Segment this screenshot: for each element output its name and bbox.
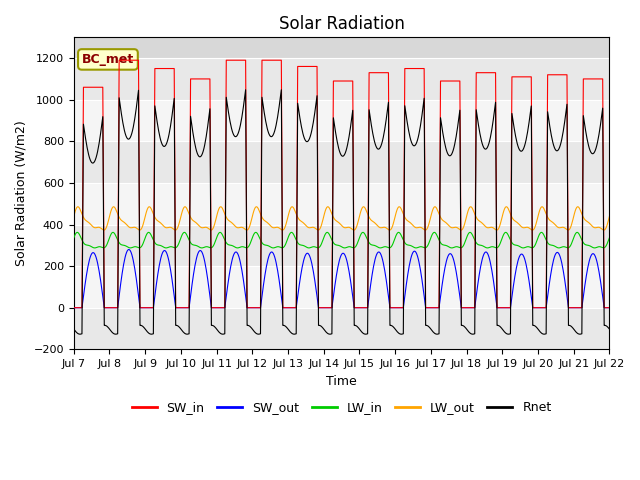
SW_out <box>557 257 565 263</box>
Line: LW_in: LW_in <box>74 232 609 248</box>
SW_out <box>188 282 196 288</box>
LW_in <box>387 244 394 250</box>
Rnet <box>242 87 250 93</box>
LW_in <box>70 235 77 240</box>
LW_out <box>385 227 393 233</box>
LW_in <box>334 242 342 248</box>
LW_in <box>211 239 219 245</box>
LW_out <box>333 218 341 224</box>
LW_in <box>359 229 367 235</box>
LW_in <box>558 244 566 250</box>
Rnet <box>334 142 342 148</box>
LW_out <box>557 225 565 230</box>
Rnet <box>439 130 447 135</box>
Bar <box>74 58 609 100</box>
Bar <box>74 183 609 225</box>
Line: SW_out: SW_out <box>74 250 609 308</box>
Bar <box>74 308 609 349</box>
Text: BC_met: BC_met <box>82 53 134 66</box>
Bar <box>74 100 609 141</box>
SW_in <box>386 305 394 311</box>
LW_out <box>574 204 582 210</box>
SW_in <box>439 78 447 84</box>
LW_in <box>188 241 196 247</box>
Legend: SW_in, SW_out, LW_in, LW_out, Rnet: SW_in, SW_out, LW_in, LW_out, Rnet <box>127 396 557 419</box>
LW_out <box>605 214 613 219</box>
Rnet <box>386 323 394 328</box>
Bar <box>74 266 609 308</box>
SW_in <box>605 305 613 311</box>
SW_in <box>70 305 77 311</box>
Bar <box>74 141 609 183</box>
X-axis label: Time: Time <box>326 374 357 387</box>
Rnet <box>70 326 77 332</box>
Bar <box>74 225 609 266</box>
LW_out <box>211 222 218 228</box>
SW_in <box>557 72 565 78</box>
SW_in <box>116 57 124 63</box>
SW_in <box>334 78 342 84</box>
LW_out <box>458 227 465 233</box>
LW_out <box>70 214 77 219</box>
Line: SW_in: SW_in <box>74 60 609 308</box>
Rnet <box>211 324 218 329</box>
SW_out <box>386 305 394 311</box>
SW_out <box>125 247 132 252</box>
SW_in <box>211 305 219 311</box>
LW_out <box>438 216 446 222</box>
SW_out <box>605 305 613 311</box>
Y-axis label: Solar Radiation (W/m2): Solar Radiation (W/m2) <box>15 120 28 266</box>
SW_out <box>211 305 219 311</box>
Line: Rnet: Rnet <box>74 90 609 334</box>
Rnet <box>558 136 566 142</box>
LW_out <box>188 216 195 221</box>
SW_out <box>334 264 342 270</box>
Rnet <box>605 326 613 332</box>
SW_in <box>188 76 196 82</box>
Title: Solar Radiation: Solar Radiation <box>278 15 404 33</box>
SW_out <box>70 305 77 311</box>
SW_out <box>439 278 447 284</box>
LW_in <box>605 235 613 240</box>
Rnet <box>540 331 548 337</box>
Line: LW_out: LW_out <box>74 207 609 230</box>
Rnet <box>188 119 195 125</box>
LW_in <box>440 242 447 248</box>
LW_in <box>91 245 99 251</box>
